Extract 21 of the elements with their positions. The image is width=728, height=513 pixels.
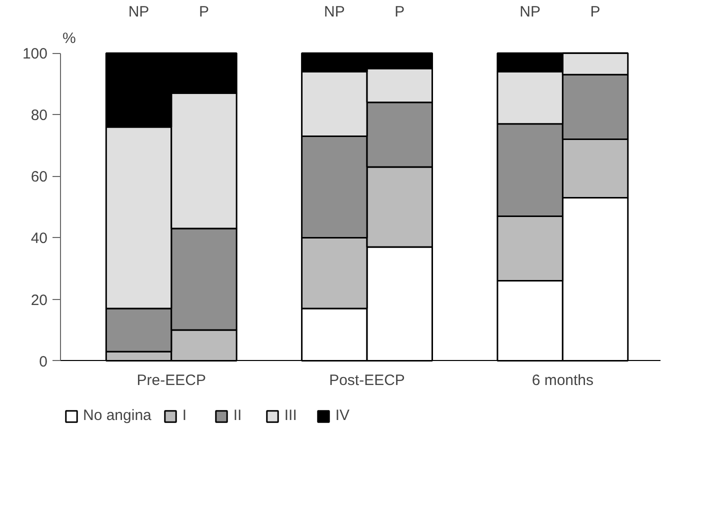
- x-tick-label: NP: [520, 4, 540, 20]
- y-tick-label: 40: [30, 230, 48, 248]
- y-tick-label: 100: [22, 46, 48, 63]
- y-axis-title: %: [62, 30, 76, 48]
- x-tick-label: NP: [324, 4, 345, 20]
- x-tick-label: P: [590, 4, 600, 20]
- legend-label: IV: [335, 407, 351, 424]
- legend-label: I: [182, 407, 188, 424]
- text: Post-EECP: [329, 372, 405, 389]
- y-tick-label: 20: [30, 292, 48, 309]
- text: Pre-EECP: [136, 372, 206, 389]
- legend-label: III: [284, 407, 298, 424]
- x-tick-label: P: [198, 4, 209, 20]
- x-tick-label: NP: [128, 4, 150, 20]
- text: 6 months: [532, 372, 594, 389]
- y-tick-label: 60: [30, 168, 48, 186]
- legend-label: No angina: [83, 407, 152, 424]
- y-tick-label: 80: [30, 107, 48, 124]
- y-tick-label: 0: [39, 353, 48, 370]
- legend-label: II: [233, 407, 243, 424]
- x-tick-label: P: [394, 4, 405, 20]
